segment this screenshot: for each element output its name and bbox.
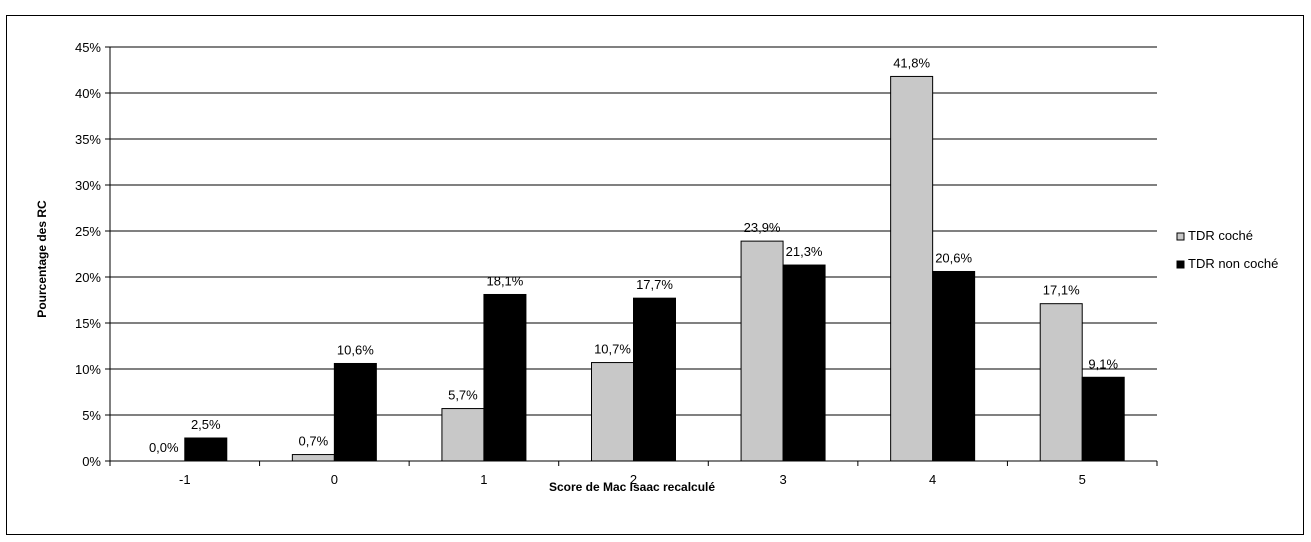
y-tick-label: 10%: [75, 362, 101, 377]
bar-tdr-non-coche: [483, 293, 527, 462]
y-axis-title: Pourcentage des RC: [35, 200, 49, 318]
x-tick-label: 2: [630, 472, 637, 487]
y-tick-label: 20%: [75, 270, 101, 285]
legend-label: TDR non coché: [1188, 256, 1278, 271]
data-label: 10,7%: [594, 342, 631, 357]
data-label: 0,7%: [299, 434, 329, 449]
x-tick-label: 4: [929, 472, 936, 487]
bar-tdr-coche: [740, 240, 784, 462]
bar-tdr-non-coche: [782, 264, 826, 462]
bar-tdr-coche: [890, 75, 934, 462]
bar-tdr-non-coche: [333, 362, 377, 462]
data-label: 5,7%: [448, 388, 478, 403]
data-label: 20,6%: [935, 250, 972, 265]
grid-lines: [110, 46, 1157, 416]
y-tick-label: 35%: [75, 132, 101, 147]
y-tick-label: 40%: [75, 86, 101, 101]
legend-swatch: [1176, 232, 1185, 241]
legend-label: TDR coché: [1188, 228, 1253, 243]
x-tick-label: 0: [331, 472, 338, 487]
legend: TDR coché TDR non coché: [1176, 228, 1278, 271]
bar-tdr-coche: [591, 362, 634, 462]
bar-tdr-non-coche: [633, 297, 676, 462]
bar-tdr-non-coche: [932, 270, 976, 462]
bar-tdr-coche: [441, 408, 485, 462]
y-tick-label: 0%: [82, 454, 101, 469]
bar-tdr-coche: [291, 454, 335, 462]
y-tick-label: 15%: [75, 316, 101, 331]
axes: [105, 46, 1158, 466]
data-label: 17,1%: [1043, 283, 1080, 298]
x-tick-label: 1: [480, 472, 487, 487]
y-tick-label: 45%: [75, 40, 101, 55]
x-tick-label: -1: [179, 472, 191, 487]
data-label: 10,6%: [337, 342, 374, 357]
data-label: 41,8%: [893, 55, 930, 70]
x-tick-label: 5: [1079, 472, 1086, 487]
x-tick-label: 3: [779, 472, 786, 487]
data-label: 0,0%: [149, 440, 179, 455]
legend-swatch: [1176, 260, 1185, 269]
data-label: 21,3%: [786, 244, 823, 259]
x-axis-title: Score de Mac Isaac recalculé: [549, 480, 715, 494]
data-label: 23,9%: [744, 220, 781, 235]
y-tick-labels: 0% 5% 10% 15% 20% 25% 30% 35% 40% 45%: [75, 40, 101, 469]
data-label: 2,5%: [191, 417, 221, 432]
data-label: 18,1%: [486, 273, 523, 288]
y-tick-label: 25%: [75, 224, 101, 239]
bars: [184, 75, 1125, 462]
bar-tdr-non-coche: [1081, 376, 1125, 462]
y-tick-label: 30%: [75, 178, 101, 193]
bar-tdr-non-coche: [184, 437, 228, 462]
data-label: 9,1%: [1088, 356, 1118, 371]
data-labels: 0,0% 2,5% 0,7% 10,6% 5,7% 18,1% 10,7% 17,7% 23,9…: [149, 55, 1119, 455]
bar-tdr-coche: [1039, 303, 1083, 462]
data-label: 17,7%: [636, 277, 673, 292]
x-tick-labels: -1 0 1 2 3 4 5: [179, 472, 1086, 487]
y-tick-label: 5%: [82, 408, 101, 423]
